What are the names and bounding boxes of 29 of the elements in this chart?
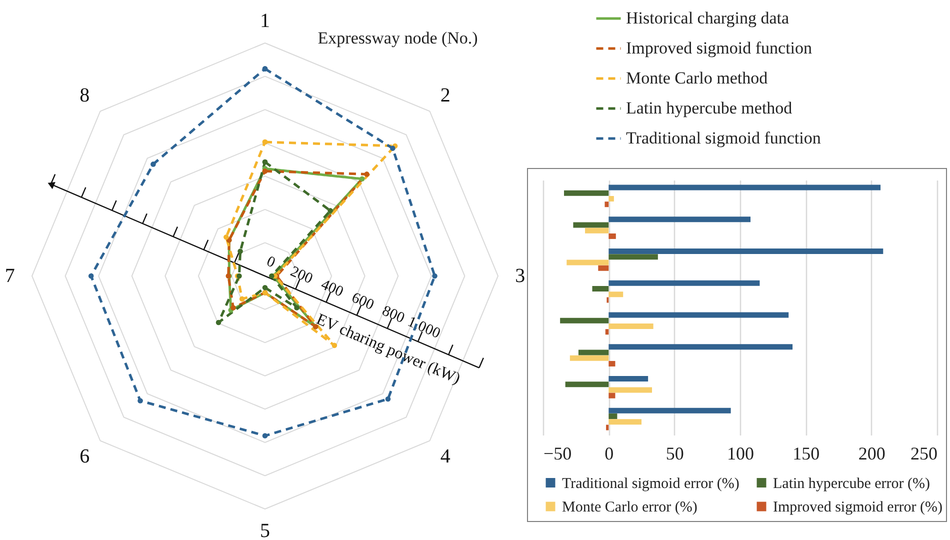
legend-label: Latin hypercube error (%) xyxy=(773,476,930,492)
spoke-label: 8 xyxy=(80,84,90,107)
y-tick-label: 400 xyxy=(318,276,346,300)
y-tick-label: 1,000 xyxy=(405,314,442,342)
legend-label: Traditional sigmoid function xyxy=(626,128,822,148)
legend-label: Improved sigmoid function xyxy=(626,38,813,58)
legend-label: Historical charging data xyxy=(626,8,790,28)
y-tick-label: 800 xyxy=(380,303,407,327)
legend-label: Improved sigmoid error (%) xyxy=(773,500,943,516)
x-tick-label: 0 xyxy=(604,444,614,464)
legend-label: Monte Carlo error (%) xyxy=(562,500,698,516)
spoke-label: 6 xyxy=(80,445,90,468)
x-tick-label: 200 xyxy=(858,444,886,464)
text: Expressway node (No.) xyxy=(318,28,478,48)
spoke-label: 1 xyxy=(260,10,270,32)
spoke-label: 3 xyxy=(515,265,526,287)
x-tick-label: 100 xyxy=(727,444,754,464)
spoke-label: 7 xyxy=(4,265,15,287)
spoke-label: 2 xyxy=(440,84,450,107)
x-tick-label: 250 xyxy=(910,444,938,464)
legend-label: Traditional sigmoid error (%) xyxy=(562,476,740,492)
legend-label: Monte Carlo method xyxy=(626,68,768,88)
x-tick-label: 50 xyxy=(666,444,684,464)
legend-label: Latin hypercube method xyxy=(626,98,793,118)
y-tick-label: 600 xyxy=(349,290,376,314)
x-tick-label: 150 xyxy=(792,444,820,464)
x-tick-label: −50 xyxy=(544,444,572,464)
spoke-label: 5 xyxy=(260,520,270,540)
spoke-label: 4 xyxy=(440,445,450,468)
